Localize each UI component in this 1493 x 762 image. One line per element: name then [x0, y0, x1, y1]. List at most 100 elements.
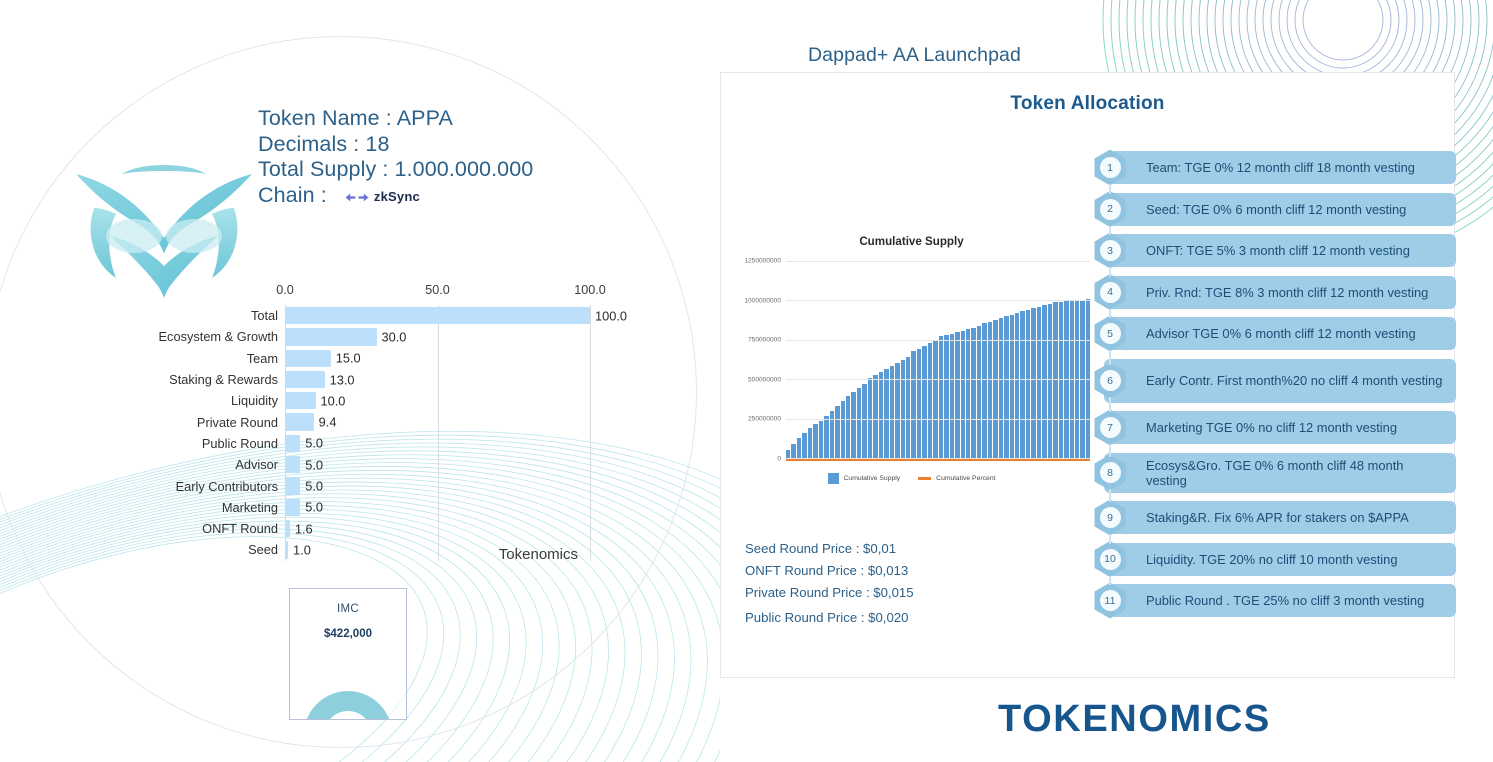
cum-gridline: 0 — [777, 456, 1090, 463]
token-name-line: Token Name : APPA — [258, 106, 453, 130]
cum-bar — [802, 433, 807, 458]
allocation-item[interactable]: Staking&R. Fix 6% APR for stakers on $AP… — [1092, 499, 1456, 536]
allocation-bar[interactable]: Advisor TGE 0% 6 month cliff 12 month ve… — [1104, 317, 1456, 350]
cum-bar — [824, 415, 829, 458]
cum-gridline: 1250000000 — [744, 258, 1090, 265]
cum-bar — [982, 323, 987, 458]
allocation-connector — [1109, 575, 1111, 585]
cum-bar — [922, 345, 927, 458]
allocation-connector — [1109, 183, 1111, 194]
allocation-item[interactable]: Public Round . TGE 25% no cliff 3 month … — [1092, 582, 1456, 619]
allocation-item[interactable]: Liquidity. TGE 20% no cliff 10 month ves… — [1092, 541, 1456, 577]
allocation-item[interactable]: Priv. Rnd: TGE 8% 3 month cliff 12 month… — [1092, 274, 1456, 310]
allocation-bar[interactable]: ONFT: TGE 5% 3 month cliff 12 month vest… — [1104, 234, 1456, 267]
bar-track: 9.4 — [285, 411, 590, 432]
bar-track: 5.0 — [285, 497, 590, 518]
cum-bar — [905, 357, 911, 458]
footer-tokenomics-title: TOKENOMICS — [998, 698, 1271, 740]
zksync-badge: zkSync — [345, 184, 420, 210]
cum-bar — [955, 332, 960, 458]
bar-chart-x-axis: 0.0 50.0 100.0 — [140, 283, 606, 303]
allocation-bar[interactable]: Early Contr. First month%20 no cliff 4 m… — [1104, 358, 1456, 403]
bar-row: Total 100.0 — [140, 305, 627, 326]
imc-card: IMC $422,000 — [289, 588, 407, 720]
allocation-text: Marketing TGE 0% no cliff 12 month vesti… — [1146, 420, 1398, 435]
bar-fill — [285, 413, 314, 431]
bar-fill — [285, 477, 301, 495]
allocation-item[interactable]: Seed: TGE 0% 6 month cliff 12 month vest… — [1092, 191, 1456, 227]
allocation-bar[interactable]: Seed: TGE 0% 6 month cliff 12 month vest… — [1104, 192, 1456, 226]
allocation-number: 7 — [1099, 417, 1121, 438]
allocation-item[interactable]: ONFT: TGE 5% 3 month cliff 12 month vest… — [1092, 232, 1456, 269]
allocation-text: Advisor TGE 0% 6 month cliff 12 month ve… — [1146, 326, 1416, 341]
cum-bar — [884, 368, 889, 458]
allocation-bar[interactable]: Liquidity. TGE 20% no cliff 10 month ves… — [1104, 542, 1456, 576]
bar-track: 15.0 — [285, 348, 590, 369]
allocation-number: 9 — [1099, 507, 1121, 528]
cum-gridline: 1000000000 — [744, 297, 1090, 304]
allocation-number-hexagon-icon: 8 — [1092, 454, 1128, 491]
price-private: Private Round Price : $0,015 — [745, 585, 914, 600]
allocation-item[interactable]: Ecosys&Gro. TGE 0% 6 month cliff 48 mont… — [1092, 452, 1456, 493]
cum-y-tick: 1000000000 — [744, 297, 781, 305]
cum-bar — [911, 351, 916, 458]
allocation-number-hexagon-icon: 10 — [1092, 541, 1128, 577]
allocation-item[interactable]: Advisor TGE 0% 6 month cliff 12 month ve… — [1092, 315, 1456, 352]
allocation-text: Liquidity. TGE 20% no cliff 10 month ves… — [1146, 551, 1398, 567]
allocation-number-hexagon-icon: 11 — [1092, 582, 1128, 619]
cum-bar — [835, 405, 840, 458]
cum-bar — [1009, 314, 1015, 458]
price-seed: Seed Round Price : $0,01 — [745, 541, 897, 556]
cum-bar — [1015, 313, 1020, 458]
bar-row: Early Contributors 5.0 — [140, 475, 590, 496]
cum-bar — [1031, 307, 1036, 458]
bar-track: 30.0 — [285, 326, 590, 347]
cum-bar — [960, 330, 965, 458]
bar-row: Ecosystem & Growth 30.0 — [140, 326, 590, 347]
imc-title: IMC — [337, 603, 359, 615]
allocation-item[interactable]: Early Contr. First month%20 no cliff 4 m… — [1092, 358, 1456, 403]
cum-y-tick: 500000000 — [747, 376, 781, 384]
tokenomics-bar-chart: 0.0 50.0 100.0 Total 100.0 Ecosystem & Growt… — [140, 283, 628, 563]
imc-value: $422,000 — [324, 628, 372, 640]
cum-bar — [938, 336, 944, 458]
bar-category-label: Early Contributors — [175, 478, 278, 494]
bar-x-tick: 50.0 — [425, 283, 450, 297]
bar-category-label: Ecosystem & Growth — [158, 329, 278, 345]
bar-fill — [285, 519, 290, 538]
allocation-bar[interactable]: Priv. Rnd: TGE 8% 3 month cliff 12 month… — [1104, 275, 1456, 309]
allocation-bar[interactable]: Public Round . TGE 25% no cliff 3 month … — [1104, 584, 1456, 617]
allocation-item[interactable]: Team: TGE 0% 12 month cliff 18 month ves… — [1092, 149, 1456, 186]
chain-line: Chain : zkSync — [258, 183, 533, 210]
allocation-number: 4 — [1099, 281, 1121, 303]
bar-track: 5.0 — [285, 454, 590, 475]
cum-bar — [786, 450, 791, 458]
allocation-item[interactable]: Marketing TGE 0% no cliff 12 month vesti… — [1092, 409, 1456, 446]
cum-bar — [895, 362, 900, 458]
cum-bar — [1047, 303, 1053, 458]
cum-bar — [878, 372, 884, 458]
allocation-bar[interactable]: Ecosys&Gro. TGE 0% 6 month cliff 48 mont… — [1104, 452, 1456, 493]
allocation-number: 10 — [1099, 548, 1121, 570]
cumulative-supply-legend: Cumulative Supply Cumulative Percent — [729, 473, 1094, 484]
bar-x-tick: 100.0 — [574, 283, 606, 297]
zksync-label: zkSync — [373, 189, 420, 205]
bar-chart-plot: Total 100.0 Ecosystem & Growth 30.0 Team 15.0… — [140, 305, 627, 561]
bar-track: 5.0 — [285, 433, 590, 454]
allocation-connector — [1109, 349, 1111, 365]
cumulative-supply-title: Cumulative Supply — [859, 235, 964, 248]
bar-category-label: Advisor — [235, 457, 278, 473]
cum-bar — [807, 428, 813, 458]
cum-bar — [944, 334, 949, 458]
allocation-connector — [1109, 397, 1111, 412]
allocation-connector — [1109, 225, 1111, 235]
allocation-number-hexagon-icon: 6 — [1092, 362, 1128, 399]
bar-chart-caption: Tokenomics — [498, 546, 578, 563]
allocation-bar[interactable]: Team: TGE 0% 12 month cliff 18 month ves… — [1104, 151, 1456, 184]
legend-cumulative-supply: Cumulative Supply — [827, 473, 900, 484]
allocation-bar[interactable]: Staking&R. Fix 6% APR for stakers on $AP… — [1104, 501, 1456, 534]
allocation-number-hexagon-icon: 3 — [1092, 232, 1128, 269]
bar-category-label: Team — [246, 350, 278, 366]
allocation-bar[interactable]: Marketing TGE 0% no cliff 12 month vesti… — [1104, 411, 1456, 444]
